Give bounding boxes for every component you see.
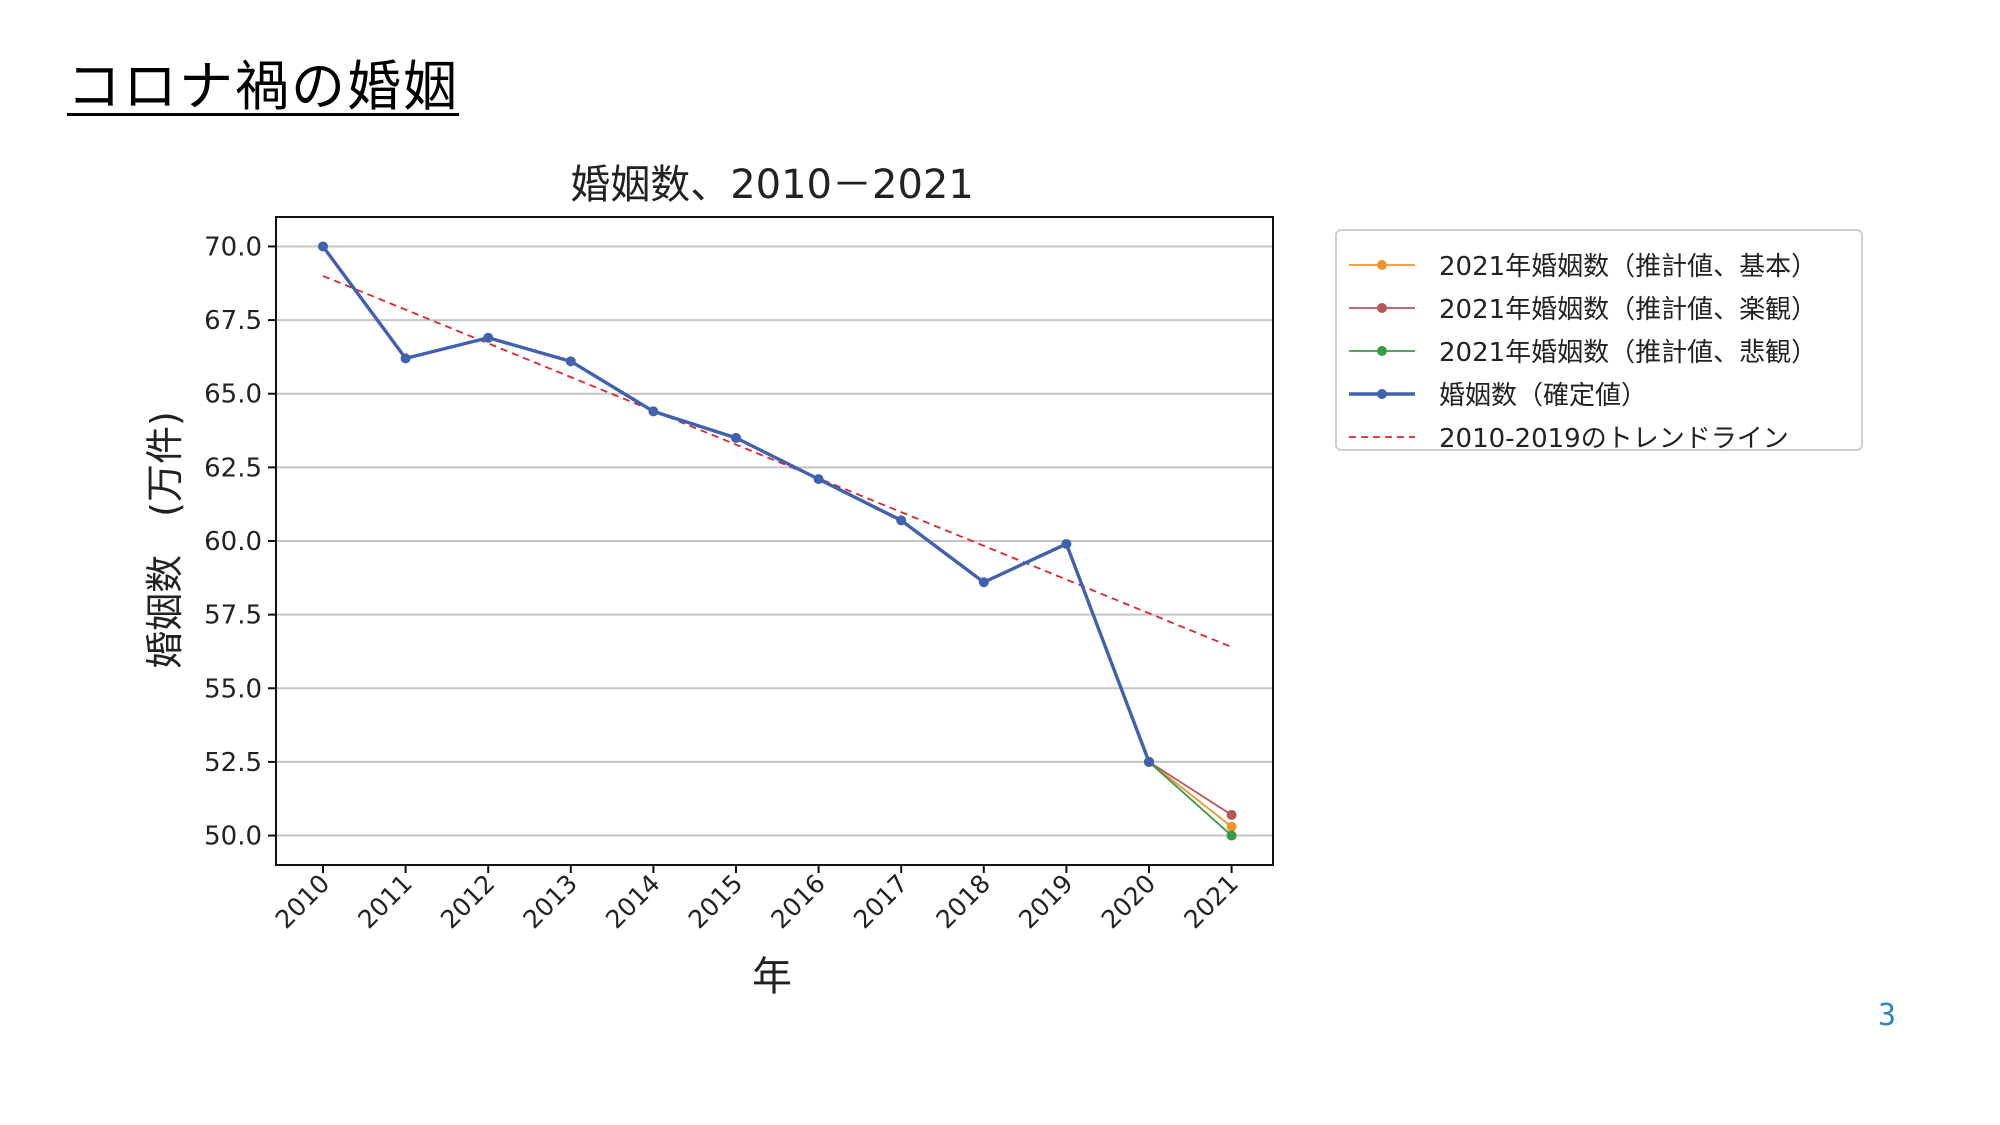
- legend-marker-basic: [1377, 259, 1387, 270]
- x-axis-ticks: 2010 2011 2012 2013 2014 2015 2016 2017 2018 2019…: [270, 865, 1244, 934]
- x-tick-label: 2016: [765, 869, 830, 934]
- series-pessimistic: [1144, 756, 1237, 841]
- data-point-confirmed: [483, 332, 494, 343]
- x-tick-label: 2011: [352, 869, 417, 934]
- y-tick-label: 65.0: [204, 380, 262, 410]
- legend-label-confirmed: 婚姻数（確定値）: [1439, 381, 1648, 411]
- data-point-confirmed: [978, 577, 989, 588]
- x-tick-label: 2014: [600, 869, 665, 934]
- series-line-trend: [322, 275, 1232, 648]
- series-line-confirmed: [321, 245, 1151, 763]
- series-line-pessimistic: [1148, 761, 1233, 837]
- data-point-confirmed: [896, 515, 907, 526]
- y-axis-label: 婚姻数 (万件): [143, 411, 187, 669]
- slide-title: コロナ禍の婚姻: [67, 55, 459, 118]
- x-tick-label: 2018: [931, 869, 996, 934]
- page-number: 3: [1878, 998, 1897, 1033]
- data-point-confirmed: [648, 406, 659, 417]
- legend-swatch-trend: [1349, 435, 1415, 438]
- chart-title: 婚姻数、2010－2021: [570, 162, 974, 208]
- x-tick-label: 2017: [848, 869, 913, 934]
- data-point-confirmed: [400, 353, 411, 364]
- grid-lines: [276, 245, 1273, 837]
- y-tick-label: 67.5: [204, 306, 262, 336]
- data-point-basic: [1226, 821, 1237, 832]
- x-tick-label: 2013: [518, 869, 583, 934]
- legend-swatch-optimistic: [1349, 302, 1415, 313]
- data-point-confirmed: [565, 356, 576, 367]
- legend-item-confirmed: 婚姻数（確定値）: [1337, 372, 1861, 415]
- data-point-optimistic: [1226, 809, 1237, 820]
- series-line-optimistic: [1148, 761, 1233, 816]
- y-tick-label: 50.0: [204, 822, 262, 852]
- y-tick-label: 55.0: [204, 674, 262, 704]
- y-tick-label: 52.5: [204, 748, 262, 778]
- legend-marker-confirmed: [1377, 388, 1387, 399]
- series-trend: [322, 275, 1232, 648]
- data-point-pessimistic: [1226, 830, 1237, 841]
- x-tick-label: 2015: [683, 869, 748, 934]
- series-optimistic: [1144, 756, 1237, 820]
- legend-item-basic: 2021年婚姻数（推計値、基本）: [1337, 243, 1861, 286]
- data-point-confirmed: [1061, 538, 1072, 549]
- y-tick-label: 57.5: [204, 601, 262, 631]
- legend-item-trend: 2010-2019のトレンドライン: [1337, 415, 1861, 458]
- y-tick-label: 60.0: [204, 527, 262, 557]
- x-axis-label: 年: [752, 954, 792, 1000]
- y-tick-label: 70.0: [204, 232, 262, 262]
- x-tick-label: 2012: [435, 869, 500, 934]
- x-tick-label: 2019: [1013, 869, 1078, 934]
- legend-marker-optimistic: [1377, 302, 1387, 313]
- legend-marker-pessimistic: [1377, 345, 1387, 356]
- legend-swatch-confirmed: [1349, 388, 1415, 399]
- series-confirmed: [318, 241, 1154, 767]
- series-line-basic: [1148, 761, 1233, 828]
- legend-swatch-pessimistic: [1349, 345, 1415, 356]
- series-lines: [318, 241, 1237, 841]
- legend-label-optimistic: 2021年婚姻数（推計値、楽観）: [1439, 295, 1818, 325]
- x-tick-label: 2020: [1096, 869, 1161, 934]
- legend-swatch-basic: [1349, 259, 1415, 270]
- y-axis-ticks: 70.0 67.5 65.0 62.5 60.0 57.5 55.0 52.5 50.0: [204, 232, 276, 852]
- chart-legend: 2021年婚姻数（推計値、基本） 2021年婚姻数（推計値、楽観） 2021年婚…: [1335, 229, 1863, 454]
- data-point-confirmed: [731, 432, 741, 443]
- data-point-confirmed: [1144, 756, 1154, 767]
- x-tick-label: 2010: [270, 869, 335, 934]
- data-point-confirmed: [813, 474, 824, 485]
- y-tick-label: 62.5: [204, 453, 262, 483]
- legend-label-trend: 2010-2019のトレンドライン: [1439, 424, 1789, 454]
- data-point-confirmed: [318, 241, 328, 252]
- legend-item-optimistic: 2021年婚姻数（推計値、楽観）: [1337, 286, 1861, 329]
- legend-label-pessimistic: 2021年婚姻数（推計値、悲観）: [1439, 338, 1818, 368]
- x-tick-label: 2021: [1178, 869, 1243, 934]
- legend-label-basic: 2021年婚姻数（推計値、基本）: [1439, 252, 1818, 282]
- legend-item-pessimistic: 2021年婚姻数（推計値、悲観）: [1337, 329, 1861, 372]
